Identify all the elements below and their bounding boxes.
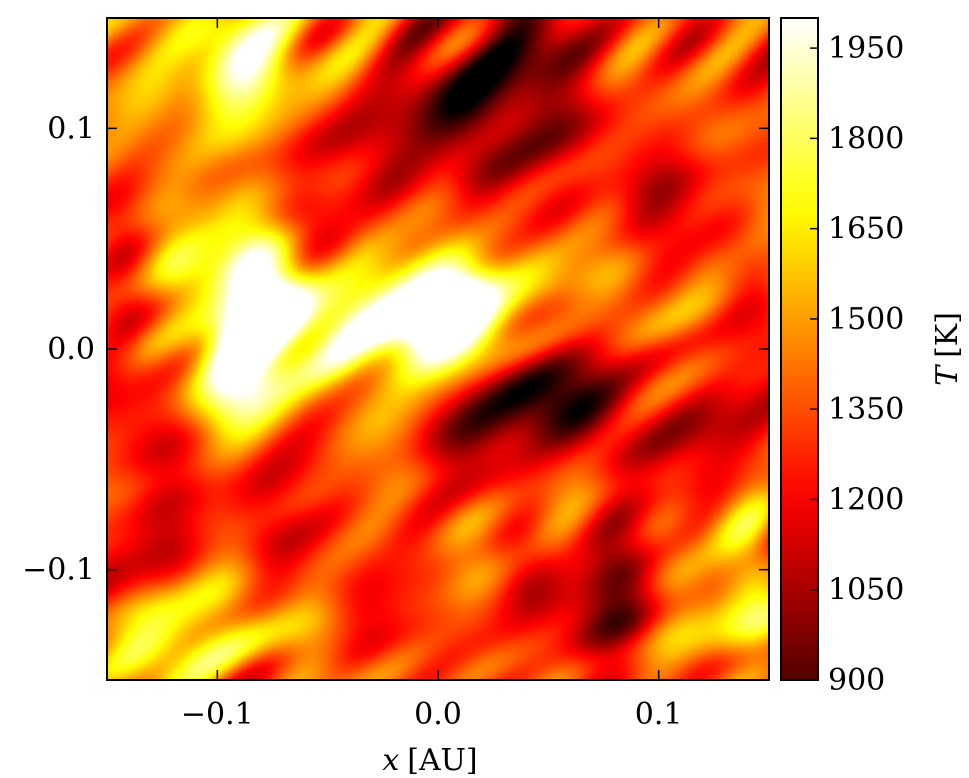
x-axis-label-variable: x — [382, 743, 399, 778]
x-axis-ticks: −0.1 0.0 0.1 — [181, 18, 683, 732]
colorbar-tick-label: 1950 — [828, 31, 904, 66]
colorbar-label: T [K] — [930, 312, 965, 386]
x-tick-label: 0.1 — [635, 697, 683, 732]
colorbar-tick-label: 900 — [828, 663, 885, 698]
y-tick-label: −0.1 — [22, 553, 95, 588]
y-tick-label: 0.0 — [47, 332, 95, 367]
colorbar-tick-label: 1500 — [828, 302, 904, 337]
colorbar-label-variable: T — [930, 364, 965, 386]
y-axis-ticks: 0.1 0.0 −0.1 — [22, 111, 769, 588]
colorbar-tick-label: 1350 — [828, 392, 904, 427]
colorbar-label-unit: [K] — [930, 312, 965, 358]
colorbar-tick-label: 1050 — [828, 573, 904, 608]
y-tick-label: 0.1 — [47, 111, 95, 146]
x-tick-label: −0.1 — [181, 697, 254, 732]
x-axis-label-unit: [AU] — [407, 743, 477, 778]
heatmap-image — [107, 18, 769, 680]
colorbar — [781, 18, 818, 680]
colorbar-tick-label: 1650 — [828, 212, 904, 247]
x-tick-label: 0.0 — [414, 697, 462, 732]
colorbar-frame — [780, 17, 819, 681]
colorbar-tick-label: 1800 — [828, 121, 904, 156]
x-axis-label: x [AU] — [382, 743, 477, 778]
colorbar-ticks: 1950 1800 1650 1500 1350 1200 1050 900 — [810, 31, 904, 698]
colorbar-tick-label: 1200 — [828, 482, 904, 517]
